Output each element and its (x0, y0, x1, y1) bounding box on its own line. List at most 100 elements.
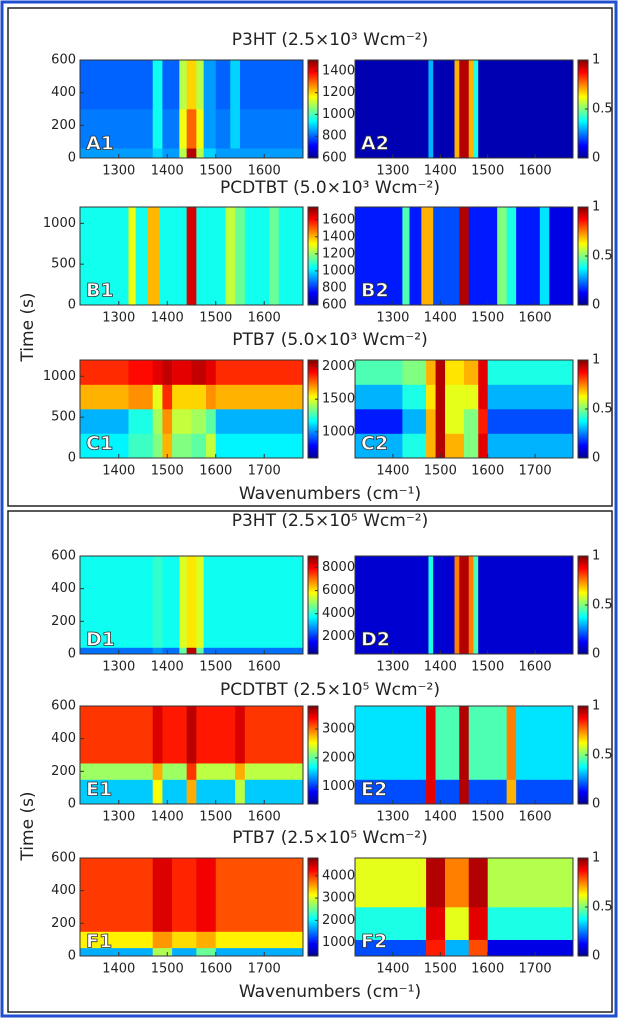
heat-cell (179, 556, 187, 648)
heat-cell (355, 433, 403, 459)
colorbar-tick-label: 0.5 (592, 900, 613, 915)
heat-cell (162, 148, 180, 159)
panel-label: B2 (361, 280, 389, 302)
y-tick-label: 600 (51, 851, 76, 866)
heat-cell (152, 706, 163, 764)
x-tick-label: 1700 (248, 464, 281, 479)
colorbar-tick-label: 0 (592, 647, 600, 662)
heat-cell (186, 779, 197, 805)
heat-cell (80, 109, 154, 149)
heat-cell (428, 556, 434, 655)
heat-cell (435, 706, 460, 780)
heat-cell (196, 858, 217, 932)
y-tick-label: 600 (51, 549, 76, 564)
colorbar-tick-label: 600 (322, 298, 347, 313)
panel-label: E1 (86, 779, 112, 801)
x-tick-label: 1600 (199, 962, 232, 977)
heat-cell (80, 858, 154, 932)
y-tick-label: 0 (68, 949, 76, 964)
heat-cell (239, 60, 304, 110)
heat-cell (172, 858, 197, 932)
heat-cell (152, 779, 163, 805)
plot-frame (79, 59, 304, 159)
heat-cell (152, 409, 163, 434)
heat-cell (445, 939, 470, 957)
heat-cell (459, 779, 470, 805)
x-tick-label: 1600 (248, 660, 281, 675)
plot-frame (354, 359, 574, 459)
row-title: P3HT (2.5×10⁵ Wcm⁻²) (232, 511, 429, 531)
y-tick-label: 200 (51, 118, 76, 133)
heat-cell (355, 60, 429, 159)
row-title: PCDTBT (5.0×10³ Wcm⁻²) (220, 178, 440, 198)
x-tick-label: 1500 (199, 810, 232, 825)
heat-cell (80, 409, 129, 434)
colorbar-tick-label: 0.5 (592, 102, 613, 117)
heat-cell (478, 433, 488, 459)
panel-label: C2 (361, 433, 388, 455)
x-tick-label: 1300 (102, 810, 135, 825)
heat-cell (355, 779, 427, 805)
heat-cell (80, 60, 154, 110)
heat-cell (172, 433, 192, 459)
heat-cell (152, 931, 173, 949)
heat-cell (478, 60, 574, 159)
heat-cell (454, 60, 460, 159)
heat-cell (196, 647, 204, 655)
heat-cell (80, 706, 154, 764)
plot-frame (354, 59, 574, 159)
heat-cell (435, 384, 446, 410)
heat-cell (80, 148, 154, 159)
heat-cell (191, 433, 207, 459)
heat-cell (179, 148, 187, 159)
heat-cell (478, 556, 574, 655)
heat-cell (230, 60, 241, 110)
y-tick-label: 0 (68, 647, 76, 662)
heat-cell (80, 647, 154, 655)
heat-cell (487, 409, 574, 434)
heat-cell (128, 207, 137, 306)
heat-cell (235, 779, 246, 805)
heat-cell (147, 207, 161, 306)
heat-cell (196, 60, 204, 110)
heat-cell (516, 207, 541, 306)
heat-cell (244, 763, 304, 780)
heat-cell (215, 360, 304, 385)
heat-cell (445, 907, 470, 940)
panel-label: E2 (361, 779, 387, 801)
x-tick-label: 1700 (519, 464, 552, 479)
heat-cell (162, 109, 180, 149)
colorbar-tick-label: 1000 (322, 263, 355, 278)
heat-cell (433, 60, 455, 159)
x-tick-label: 1400 (102, 464, 135, 479)
heat-cell (203, 647, 304, 655)
heat-cell (435, 360, 446, 385)
heat-cell (191, 360, 207, 385)
heat-cell (196, 109, 204, 149)
heat-cell (172, 931, 197, 949)
heat-cell (355, 907, 427, 940)
x-tick-label: 1300 (376, 810, 409, 825)
colorbar-tick-label: 1000 (322, 779, 355, 794)
heat-cell (152, 384, 163, 410)
heat-cell (162, 384, 173, 410)
x-tick-label: 1400 (376, 962, 409, 977)
heat-cell (152, 109, 163, 149)
heat-cell (435, 409, 446, 434)
x-tick-label: 1600 (519, 164, 552, 179)
heat-cell (244, 779, 304, 805)
heat-cell (473, 556, 479, 655)
x-tick-label: 1500 (424, 464, 457, 479)
x-tick-label: 1300 (102, 660, 135, 675)
heat-cell (215, 931, 304, 949)
heat-cell (152, 360, 163, 385)
row-title: PCDTBT (2.5×10⁵ Wcm⁻²) (220, 680, 440, 700)
heat-cell (355, 858, 427, 908)
heat-cell (162, 706, 187, 764)
heat-cell (191, 409, 207, 434)
plot-frame (354, 555, 574, 655)
heat-cell (215, 947, 304, 957)
heat-cell (162, 360, 173, 385)
heat-cell (239, 109, 304, 149)
heat-cell (516, 779, 574, 805)
